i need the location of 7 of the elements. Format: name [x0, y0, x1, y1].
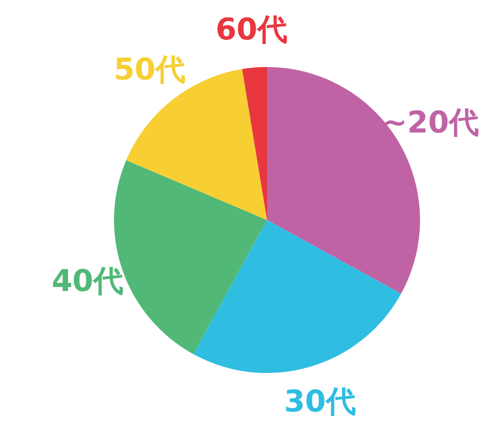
slice-label: 50代: [114, 52, 186, 88]
slice-label: 40代: [52, 264, 124, 300]
slice-label: 30代: [284, 384, 356, 420]
pie-slice: [193, 220, 402, 373]
pie-slice: [242, 67, 267, 220]
slice-label: ~20代: [382, 105, 479, 140]
slice-label: 60代: [216, 12, 288, 48]
